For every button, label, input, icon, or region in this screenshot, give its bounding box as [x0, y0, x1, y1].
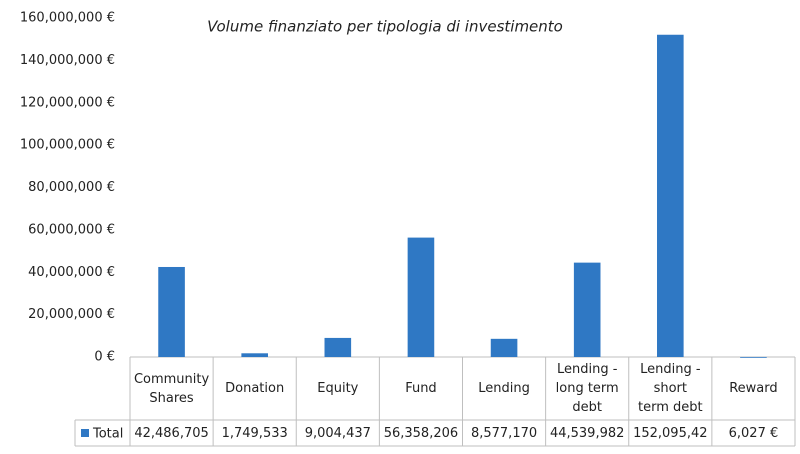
- data-table-value-box: 42,486,705: [134, 425, 209, 441]
- bar: [573, 262, 601, 357]
- y-tick-label: 80,000,000 €: [28, 180, 115, 195]
- bar: [657, 34, 684, 357]
- y-tick-label: 140,000,000 €: [20, 53, 115, 68]
- data-table-value-box: 44,539,982: [549, 425, 625, 441]
- bar: [158, 266, 185, 357]
- data-table-value: 42,486,705: [134, 425, 209, 441]
- y-tick-label: 0 €: [94, 350, 115, 365]
- y-tick-label: 40,000,000 €: [28, 265, 115, 280]
- bar: [490, 338, 518, 357]
- chart-title: Volume finanziato per tipologia di inves…: [207, 18, 563, 36]
- data-table-value-box: 8,577,170: [470, 425, 538, 441]
- x-tick-label: Fund: [405, 381, 437, 396]
- y-tick-label: 100,000,000 €: [20, 138, 115, 153]
- bar: [740, 356, 767, 358]
- x-tick-label-box: Fund: [405, 381, 437, 396]
- x-tick-label-box: Lending - long term debt: [555, 362, 619, 415]
- x-tick-label: Community Shares: [133, 371, 210, 406]
- legend-swatch: [81, 429, 89, 437]
- data-table-value: 44,539,982: [549, 425, 625, 441]
- data-table-value-box: 1,749,533: [221, 425, 288, 441]
- x-tick-label: Reward: [729, 381, 778, 396]
- y-tick-label: 60,000,000 €: [28, 222, 115, 237]
- data-table-value-box: 56,358,206: [383, 425, 459, 441]
- data-table-value-box: 152,095,42: [633, 425, 708, 441]
- legend-label: Total: [92, 427, 123, 442]
- x-tick-label-box: Community Shares: [133, 371, 210, 406]
- y-tick-label: 160,000,000 €: [20, 11, 115, 26]
- y-tick-label: 20,000,000 €: [28, 307, 115, 322]
- data-table-value: 152,095,42: [633, 425, 708, 441]
- x-tick-label-box: Donation: [225, 381, 285, 396]
- x-tick-label: Lending: [478, 381, 530, 396]
- x-tick-label: Equity: [317, 381, 359, 396]
- bar: [241, 353, 268, 357]
- data-table-value: 8,577,170: [470, 425, 538, 441]
- x-tick-label: Lending - short term debt: [638, 362, 703, 415]
- data-table-value-box: 6,027 €: [728, 425, 779, 441]
- data-table-value-box: 9,004,437: [304, 425, 371, 441]
- data-table-value: 1,749,533: [221, 425, 288, 441]
- x-tick-label: Donation: [225, 381, 285, 396]
- x-tick-label: Lending - long term debt: [555, 362, 619, 415]
- data-table-value: 56,358,206: [383, 425, 459, 441]
- x-tick-label-box: Equity: [317, 381, 359, 396]
- bar: [407, 237, 435, 357]
- y-tick-label: 120,000,000 €: [20, 95, 115, 110]
- x-tick-label-box: Reward: [729, 381, 778, 396]
- x-tick-label-box: Lending - short term debt: [638, 362, 703, 415]
- data-table-value: 6,027 €: [728, 425, 779, 441]
- bar: [324, 337, 352, 357]
- x-tick-label-box: Lending: [478, 381, 530, 396]
- data-table-value: 9,004,437: [304, 425, 371, 441]
